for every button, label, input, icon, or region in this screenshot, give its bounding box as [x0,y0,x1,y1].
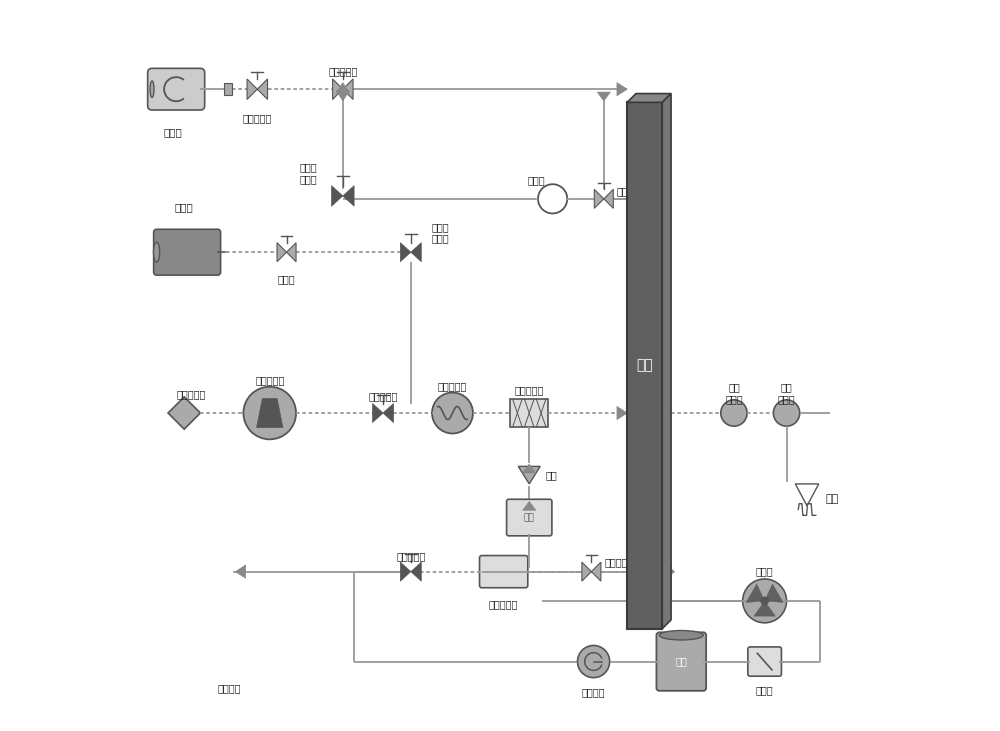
Polygon shape [373,404,383,423]
Polygon shape [411,243,421,262]
Ellipse shape [150,81,154,97]
Polygon shape [582,562,591,581]
Circle shape [432,393,473,433]
Polygon shape [235,565,246,578]
Bar [510,399,548,427]
Text: 水箱: 水箱 [524,513,535,522]
Ellipse shape [659,631,703,640]
Polygon shape [662,94,671,629]
Text: 引射器: 引射器 [528,175,545,186]
Text: 电流
传感器: 电流 传感器 [778,382,795,404]
Text: 水净化: 水净化 [756,685,773,695]
Circle shape [761,597,769,605]
Polygon shape [332,186,343,206]
Text: 散热器: 散热器 [756,566,773,576]
Text: 电堆: 电堆 [636,358,653,373]
Text: 电压
传感器: 电压 传感器 [725,382,743,404]
Text: 氢气泄气阀: 氢气泄气阀 [617,186,646,196]
Text: 水箱: 水箱 [675,656,687,667]
Polygon shape [257,79,268,99]
Polygon shape [617,406,627,420]
Polygon shape [400,243,411,262]
Text: 空气压缩机: 空气压缩机 [255,375,284,385]
Polygon shape [518,466,540,484]
Polygon shape [591,562,601,581]
Text: 减压阀: 减压阀 [278,274,295,284]
FancyBboxPatch shape [656,632,706,691]
Circle shape [577,645,610,678]
Polygon shape [666,565,675,578]
Polygon shape [523,464,536,473]
Circle shape [721,400,747,426]
Text: 水泵: 水泵 [545,470,557,480]
FancyBboxPatch shape [507,499,552,536]
FancyBboxPatch shape [480,556,528,588]
Text: 空气电磁阀: 空气电磁阀 [368,391,398,401]
Polygon shape [594,189,604,208]
Text: 循环水泵: 循环水泵 [218,683,241,694]
Polygon shape [336,91,349,101]
Polygon shape [333,79,343,99]
Bar [627,102,662,629]
Text: 氢气控制阀: 氢气控制阀 [328,66,358,76]
Polygon shape [247,79,257,99]
Polygon shape [400,562,411,581]
Polygon shape [277,243,287,262]
Polygon shape [626,192,635,205]
Polygon shape [754,601,775,616]
Polygon shape [257,398,283,428]
Circle shape [743,579,787,623]
FancyBboxPatch shape [748,647,781,676]
Circle shape [773,400,800,426]
Ellipse shape [154,242,160,262]
Polygon shape [411,562,421,581]
Polygon shape [626,192,636,205]
Polygon shape [746,584,765,602]
FancyBboxPatch shape [148,68,205,110]
Polygon shape [343,186,354,206]
Bar [224,83,232,95]
Polygon shape [604,189,613,208]
Text: 氮气罐: 氮气罐 [174,202,193,212]
Text: 空气加热器: 空气加热器 [438,381,467,391]
Circle shape [243,387,296,439]
Text: 氢气罐: 氢气罐 [163,127,182,137]
Polygon shape [597,92,610,101]
Polygon shape [343,79,353,99]
Polygon shape [168,397,200,429]
Text: 氢气减压阀: 氢气减压阀 [243,113,272,124]
Circle shape [538,184,567,213]
Text: 水阀开关: 水阀开关 [605,557,628,567]
Polygon shape [523,501,536,510]
Text: 氢气侧
电磁阀: 氢气侧 电磁阀 [300,162,317,184]
Text: 空气泄气阀: 空气泄气阀 [396,551,426,561]
Text: 循环水泵: 循环水泵 [582,687,605,697]
Polygon shape [383,404,393,423]
FancyBboxPatch shape [154,230,221,275]
Polygon shape [617,83,627,96]
Text: 空气侧
电磁阀: 空气侧 电磁阀 [431,221,449,243]
Text: 汽水分离器: 汽水分离器 [489,599,518,610]
Text: 负载: 负载 [825,493,839,504]
Polygon shape [765,584,783,602]
Polygon shape [336,83,349,93]
Polygon shape [627,94,671,102]
Text: 空气滤清器: 空气滤清器 [177,389,206,399]
Polygon shape [287,243,296,262]
Text: 空气加湿器: 空气加湿器 [515,385,544,395]
